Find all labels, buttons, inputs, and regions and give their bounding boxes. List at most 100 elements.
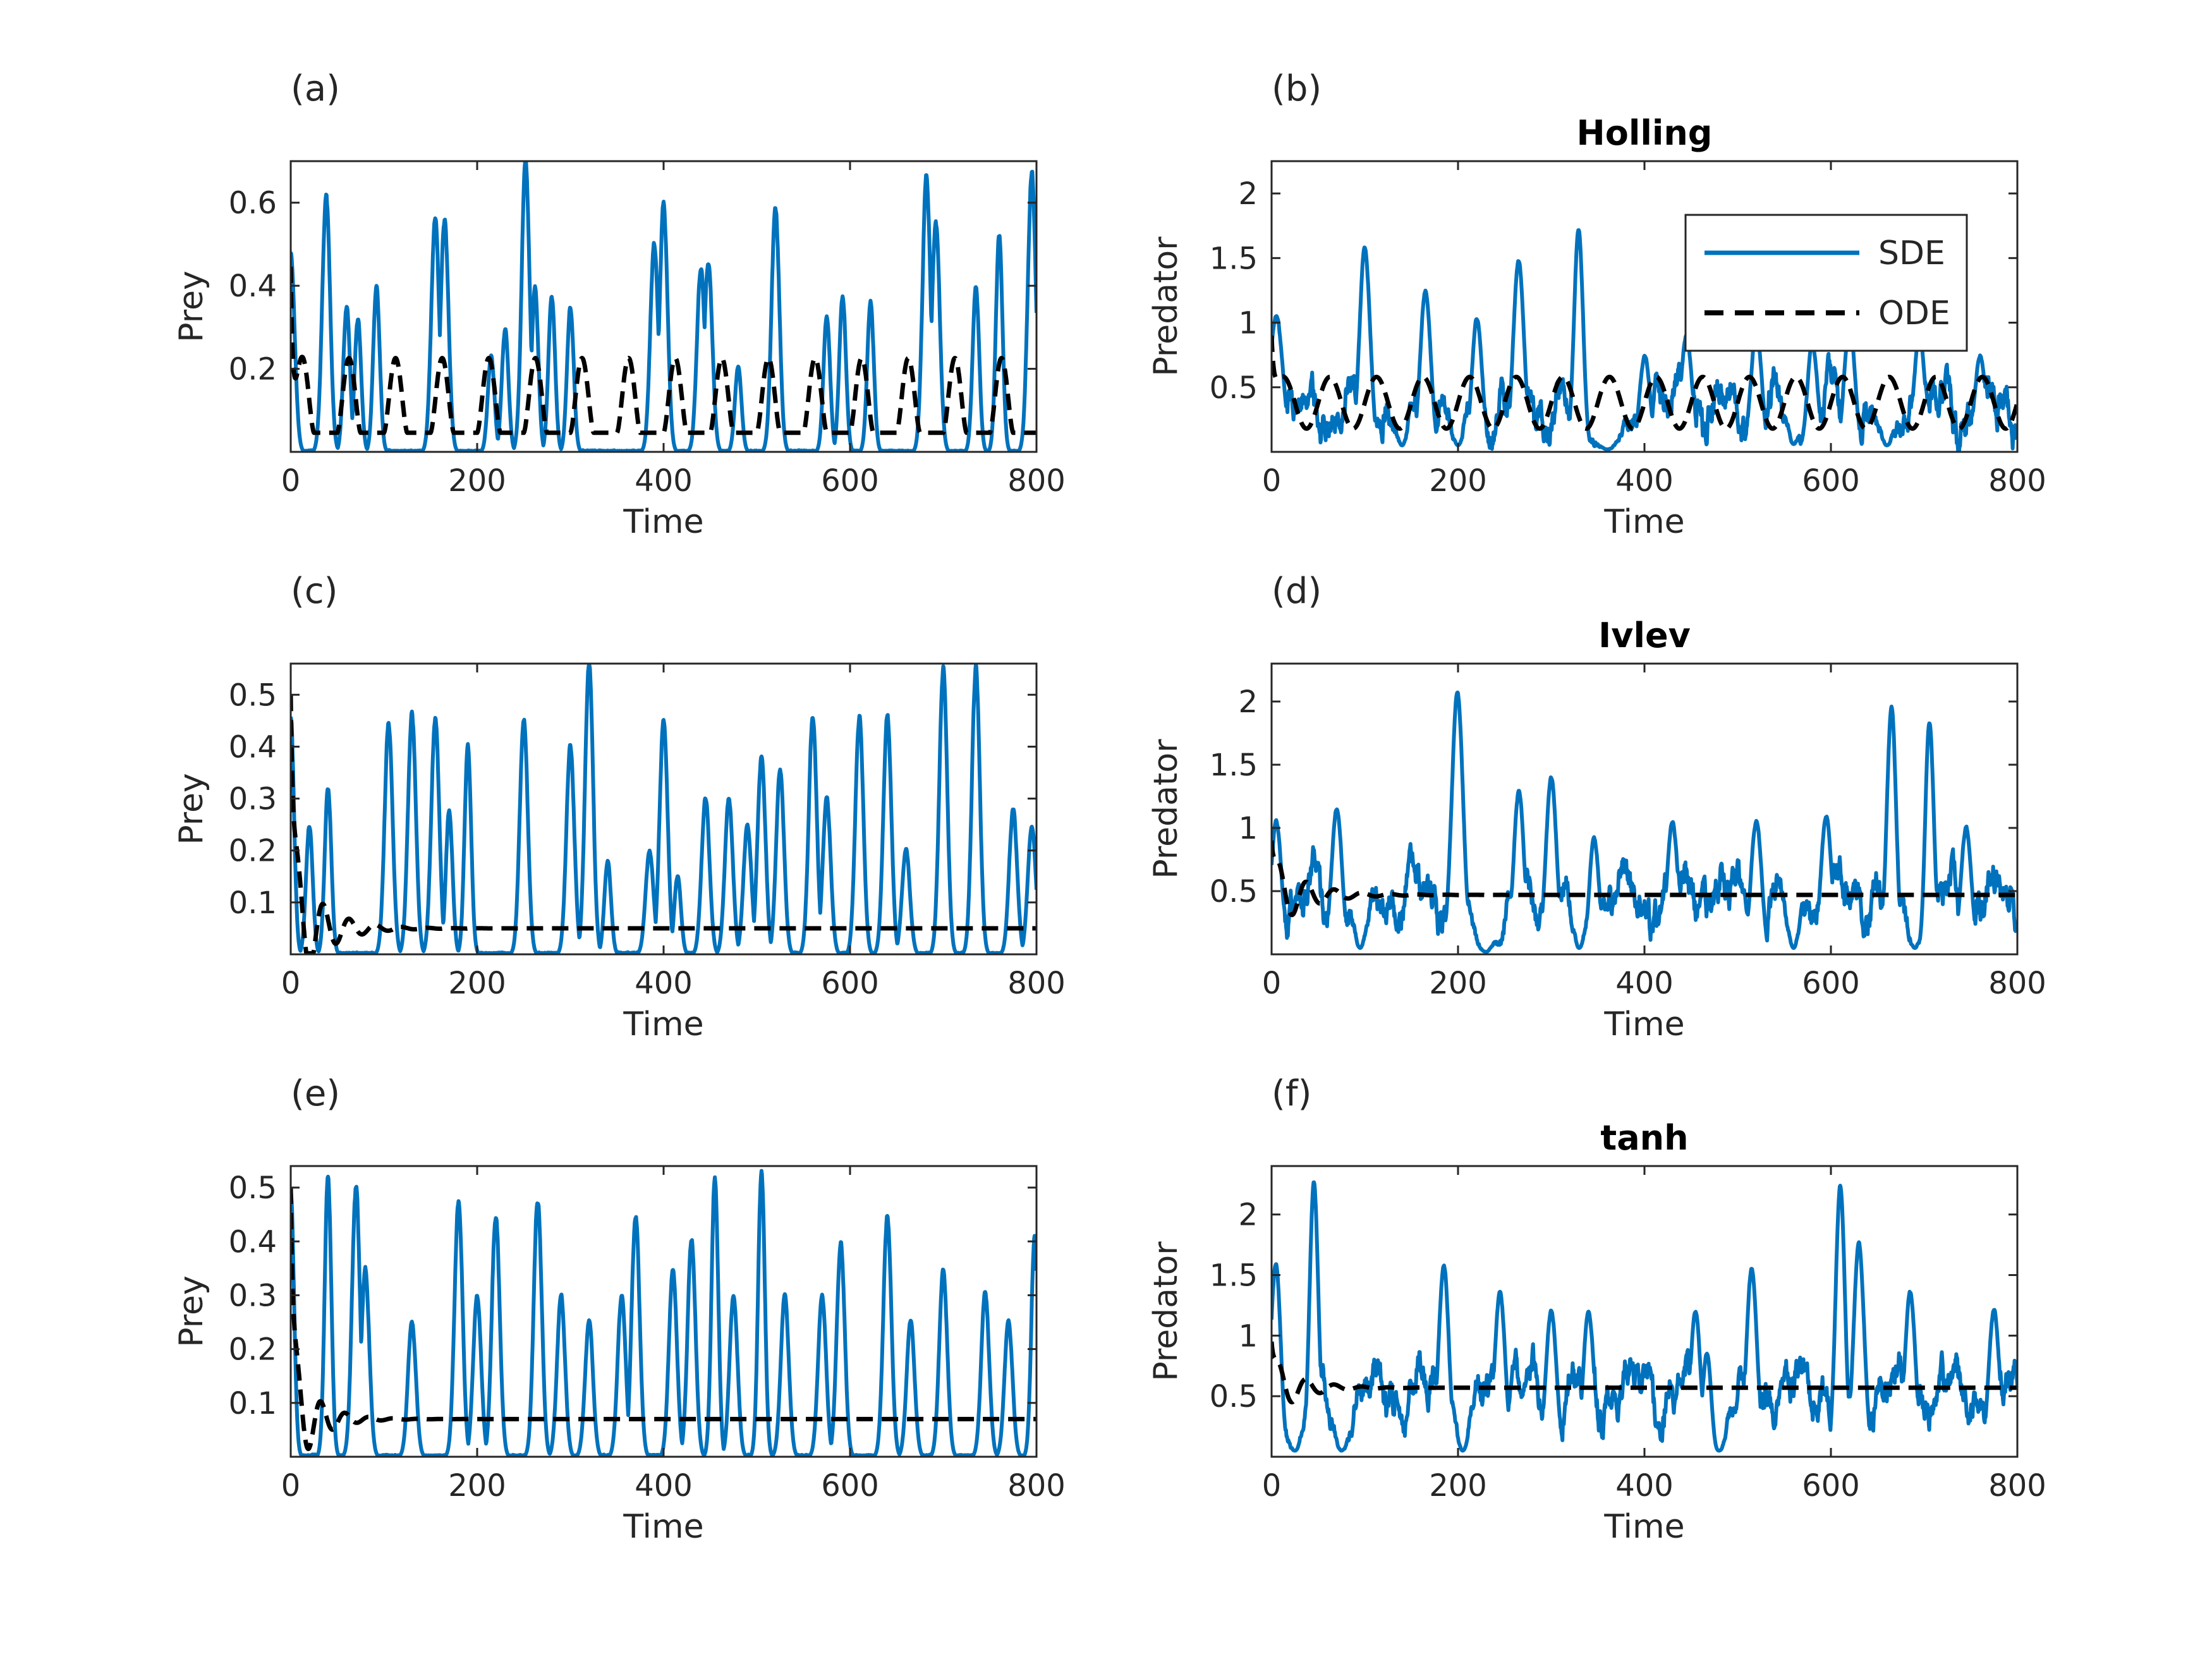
panel-label: (f) [1272,1073,1311,1114]
x-tick-label: 0 [1262,966,1282,1001]
x-axis-label: Time [623,1508,703,1546]
y-tick-label: 0.5 [1210,370,1258,406]
y-axis-label: Predator [1147,1241,1185,1382]
x-tick-label: 800 [1007,1468,1066,1504]
y-tick-label: 1.5 [1210,1258,1258,1294]
panel-label: (d) [1272,571,1322,612]
x-tick-label: 600 [821,463,879,499]
x-tick-label: 0 [281,1468,301,1504]
x-tick-label: 800 [1007,463,1066,499]
x-tick-label: 600 [1802,966,1860,1001]
y-tick-label: 0.2 [229,834,277,869]
y-tick-label: 0.6 [229,186,277,221]
x-tick-label: 400 [635,463,693,499]
y-tick-label: 0.1 [229,1386,277,1421]
x-axis-label: Time [1603,1508,1684,1546]
y-tick-label: 1 [1238,306,1258,341]
y-tick-label: 0.4 [229,729,277,765]
panel-a: 0 200 400 600 800 0.2 0.4 0.6 Time Prey (a) [173,68,1066,541]
y-tick-label: 0.4 [229,269,277,304]
panel-label: (b) [1272,68,1322,109]
series-sde-line [1272,228,2017,452]
series-sde-line [291,664,1036,954]
y-tick-label: 0.5 [1210,1379,1258,1414]
series-sde-line [1272,690,2017,954]
x-axis-label: Time [1603,1006,1684,1043]
x-tick-label: 400 [1615,463,1674,499]
legend-ode-label: ODE [1878,295,1950,332]
x-tick-label: 400 [635,1468,693,1504]
x-tick-label: 200 [448,966,506,1001]
x-tick-label: 200 [448,1468,506,1504]
y-axis-label: Prey [173,270,210,342]
panel-title: tanh [1600,1118,1688,1158]
y-tick-label: 1.5 [1210,748,1258,783]
y-tick-label: 1.5 [1210,241,1258,276]
series-ode-line [291,695,1036,954]
y-tick-label: 0.3 [229,782,277,817]
x-tick-label: 600 [1802,463,1860,499]
y-axis-label: Predator [1147,236,1185,377]
panel-c: 0 200 400 600 800 0.1 0.2 0.3 0.4 0.5 Time Prey (c) [173,571,1066,1043]
y-tick-label: 0.1 [229,885,277,921]
panel-e: 0 200 400 600 800 0.1 0.2 0.3 0.4 0.5 Time Prey (e) [173,1073,1066,1546]
series-sde-line [291,161,1036,452]
x-tick-label: 400 [1615,1468,1674,1504]
series-ode-line [1272,1341,2017,1405]
y-tick-label: 0.5 [1210,874,1258,909]
x-tick-label: 600 [821,966,879,1001]
panel-d: 0 200 400 600 800 0.5 1 1.5 2 Time Predator (d) Ivle… [1147,571,2046,1043]
plot-area [291,664,1036,954]
legend-box [1684,214,1968,352]
plot-area [291,1166,1036,1457]
x-tick-label: 200 [1429,966,1487,1001]
x-tick-label: 0 [1262,1468,1282,1504]
series-sde-line [291,1169,1036,1457]
x-axis-label: Time [623,503,703,541]
legend-sde-label: SDE [1878,234,1945,272]
panel-label: (a) [291,68,340,109]
x-tick-label: 0 [281,463,301,499]
y-tick-label: 2 [1238,176,1258,212]
legend: SDE ODE [1684,214,1968,352]
x-tick-label: 200 [1429,463,1487,499]
x-tick-label: 800 [1988,1468,2046,1504]
y-tick-label: 2 [1238,1198,1258,1233]
x-tick-label: 600 [1802,1468,1860,1504]
x-tick-label: 800 [1988,463,2046,499]
panel-b: 0 200 400 600 800 0.5 1 1.5 2 Time Predator (b) Holl… [1147,68,2046,541]
x-tick-label: 800 [1007,966,1066,1001]
series-ode-line [291,266,1036,435]
y-tick-label: 0.5 [229,678,277,713]
y-tick-label: 0.5 [229,1170,277,1206]
y-tick-label: 2 [1238,684,1258,720]
series-ode-line [1272,335,2017,431]
y-tick-label: 0.4 [229,1224,277,1260]
y-tick-label: 1 [1238,811,1258,846]
y-tick-label: 0.3 [229,1278,277,1313]
x-tick-label: 200 [448,463,506,499]
panel-title: Ivlev [1598,616,1691,655]
panel-title: Holling [1577,113,1713,153]
panel-label: (e) [291,1073,340,1114]
y-axis-label: Prey [173,773,210,844]
x-axis-label: Time [1603,503,1684,541]
series-ode-line [291,1188,1036,1452]
plot-area [1272,1166,2017,1457]
x-tick-label: 0 [281,966,301,1001]
series-sde-line [1272,1180,2017,1453]
y-axis-label: Prey [173,1275,210,1347]
x-tick-label: 400 [1615,966,1674,1001]
y-tick-label: 0.2 [229,1332,277,1368]
y-axis-label: Predator [1147,739,1185,879]
x-tick-label: 0 [1262,463,1282,499]
panel-f: 0 200 400 600 800 0.5 1 1.5 2 Time Predator (f) tanh [1147,1073,2046,1546]
x-tick-label: 800 [1988,966,2046,1001]
x-tick-label: 400 [635,966,693,1001]
x-tick-label: 600 [821,1468,879,1504]
panel-label: (c) [291,571,337,612]
x-tick-label: 200 [1429,1468,1487,1504]
series-ode-line [1272,840,2017,918]
y-tick-label: 0.2 [229,352,277,387]
